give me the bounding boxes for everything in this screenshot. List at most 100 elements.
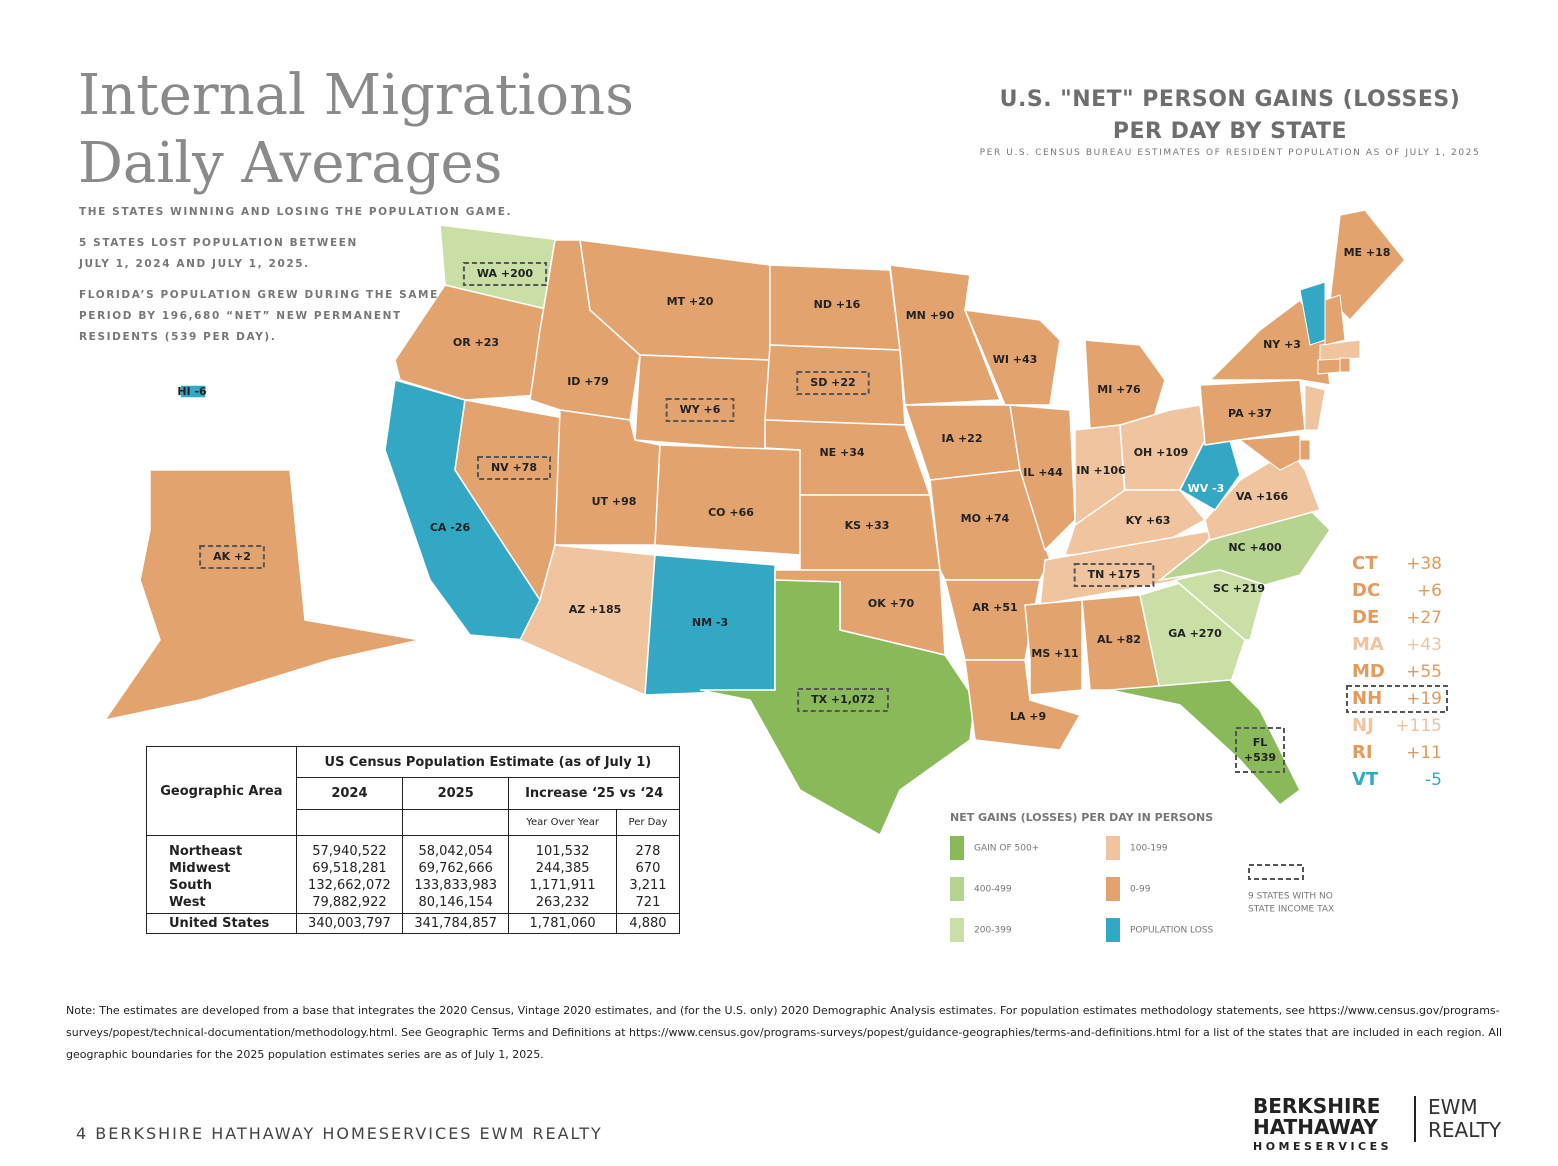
table-cell: United States [146, 913, 297, 934]
table-cell: 1,171,911 [508, 877, 617, 894]
no-tax-box [796, 371, 870, 395]
table-cell: 721 [615, 894, 681, 914]
small-state-value: +38 [1406, 554, 1442, 574]
state-label: CO +66 [708, 506, 754, 519]
state-label: WY +6 [680, 403, 721, 416]
legend-swatch [950, 836, 964, 860]
table-header: US Census Population Estimate (as of Jul… [295, 746, 681, 778]
state-shape [699, 579, 976, 837]
state-label: MI +76 [1097, 383, 1141, 396]
state-label: MO +74 [961, 512, 1010, 525]
legend-label: 0-99 [1130, 885, 1151, 895]
table-cell: 132,662,072 [295, 877, 404, 894]
table-header: Increase ‘25 vs ‘24 [508, 777, 680, 810]
state-label: +539 [1244, 751, 1276, 764]
map-title-line: PER DAY BY STATE [1112, 119, 1348, 144]
small-state-value: +11 [1406, 743, 1442, 763]
note: Note: The estimates are developed from a… [66, 1004, 1503, 1061]
table-row: United States 340,003,797 341,784,857 1,781… [146, 913, 681, 934]
state-label: LA +9 [1010, 710, 1046, 723]
intro-line: RESIDENTS (539 PER DAY). [79, 331, 277, 343]
region-table: Geographic Area US Census Population Esti… [146, 746, 681, 934]
small-state-abbr: DC [1352, 580, 1380, 601]
table-cell: South [146, 877, 297, 894]
small-state-value: -5 [1425, 770, 1442, 790]
logo-line: HOMESERVICES [1253, 1140, 1393, 1153]
small-state-value: +27 [1406, 608, 1442, 628]
state-label: NE +34 [819, 446, 864, 459]
state-label: WV -3 [1188, 482, 1225, 495]
state-label: HI -6 [177, 385, 207, 398]
state-shape [1339, 357, 1351, 373]
table-cell: West [146, 894, 297, 914]
table-cell: 79,882,922 [295, 894, 404, 914]
table-cell: 278 [615, 835, 681, 860]
state-shape [1204, 449, 1321, 541]
state-label: SC +219 [1213, 582, 1265, 595]
legend-title: NET GAINS (LOSSES) PER DAY IN PERSONS [950, 811, 1213, 824]
legend-swatch [1106, 918, 1120, 942]
state-shape [1304, 384, 1326, 431]
table-cell: 58,042,054 [402, 835, 510, 860]
state-label: AL +82 [1097, 633, 1141, 646]
small-state-abbr: NH [1352, 688, 1382, 709]
small-state-value: +55 [1406, 662, 1442, 682]
state-label: MN +90 [906, 309, 955, 322]
legend-label: STATE INCOME TAX [1248, 905, 1334, 915]
intro-line: JULY 1, 2024 AND JULY 1, 2025. [79, 258, 310, 270]
state-label: IA +22 [942, 432, 983, 445]
logo-line: HATHAWAY [1253, 1115, 1378, 1139]
state-label: NM -3 [692, 616, 728, 629]
state-shape [1024, 599, 1083, 696]
title: Internal Migrations Daily Averages [78, 62, 634, 198]
table-cell: 133,833,983 [402, 877, 510, 894]
state-label: AZ +185 [569, 603, 622, 616]
legend-label: 100-199 [1130, 844, 1168, 854]
state-label: NY +3 [1263, 338, 1301, 351]
table-cell: 670 [615, 860, 681, 877]
legend-label: 9 STATES WITH NO [1248, 892, 1333, 902]
legend-label: POPULATION LOSS [1130, 926, 1214, 936]
legend-swatch [950, 918, 964, 942]
intro-line: 5 STATES LOST POPULATION BETWEEN [79, 237, 358, 249]
table-header: 2024 [295, 777, 404, 810]
state-label: NV +78 [491, 461, 537, 474]
state-shape [964, 659, 1082, 751]
state-label: ND +16 [814, 298, 861, 311]
map-subtitle: PER U.S. CENSUS BUREAU ESTIMATES OF RESI… [979, 148, 1481, 158]
state-shape [799, 494, 941, 571]
legend-swatch [1106, 836, 1120, 860]
state-label: FL [1253, 736, 1268, 749]
intro-line: FLORIDA’S POPULATION GREW DURING THE SAM… [79, 289, 439, 301]
state-label: ID +79 [567, 375, 609, 388]
map-title: U.S. "NET" PERSON GAINS (LOSSES) PER DAY … [960, 84, 1500, 148]
no-tax-box [665, 398, 735, 422]
state-shape [1319, 339, 1361, 361]
no-tax-box [476, 456, 552, 480]
table-row: South 132,662,072 133,833,983 1,171,911 3,21… [146, 877, 681, 894]
state-label: IN +106 [1076, 464, 1126, 477]
small-state-value: +6 [1417, 581, 1442, 601]
logo-line: BERKSHIRE [1253, 1094, 1381, 1118]
state-shape [963, 309, 1061, 406]
state-label: CA -26 [430, 521, 471, 534]
small-state-value: +19 [1406, 689, 1442, 709]
intro: THE STATES WINNING AND LOSING THE POPULA… [79, 202, 512, 348]
no-tax-box [1248, 864, 1304, 880]
state-label: MT +20 [667, 295, 714, 308]
state-shape [103, 469, 421, 722]
table-cell: Northeast [146, 835, 297, 860]
legend-swatch [1106, 877, 1120, 901]
state-label: OH +109 [1134, 446, 1189, 459]
state-shape [1179, 439, 1241, 511]
small-state-value: +115 [1395, 716, 1442, 736]
small-state-abbr: MD [1352, 661, 1385, 682]
state-label: NC +400 [1228, 541, 1282, 554]
table-cell: 244,385 [508, 860, 617, 877]
state-label: SD +22 [810, 376, 855, 389]
state-label: OR +23 [453, 336, 499, 349]
state-shape [889, 264, 1002, 406]
table-subheader: Per Day [615, 809, 681, 836]
